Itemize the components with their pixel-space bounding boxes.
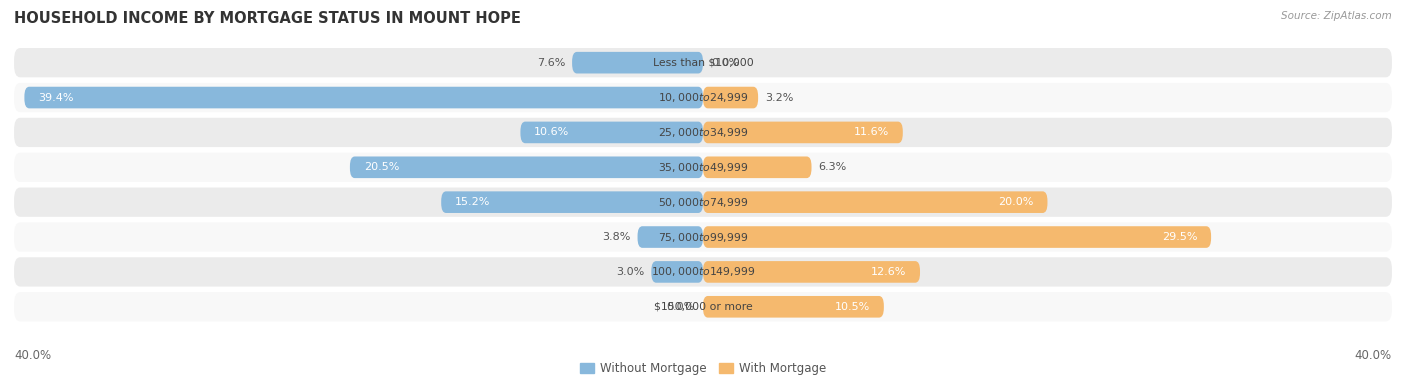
- Text: HOUSEHOLD INCOME BY MORTGAGE STATUS IN MOUNT HOPE: HOUSEHOLD INCOME BY MORTGAGE STATUS IN M…: [14, 11, 522, 26]
- Text: 20.5%: 20.5%: [364, 162, 399, 172]
- FancyBboxPatch shape: [24, 87, 703, 108]
- Text: 3.0%: 3.0%: [616, 267, 644, 277]
- Text: $35,000 to $49,999: $35,000 to $49,999: [658, 161, 748, 174]
- FancyBboxPatch shape: [703, 122, 903, 143]
- Legend: Without Mortgage, With Mortgage: Without Mortgage, With Mortgage: [575, 357, 831, 377]
- Text: 3.8%: 3.8%: [602, 232, 631, 242]
- Text: $75,000 to $99,999: $75,000 to $99,999: [658, 231, 748, 244]
- FancyBboxPatch shape: [14, 222, 1392, 252]
- FancyBboxPatch shape: [572, 52, 703, 74]
- Text: 29.5%: 29.5%: [1161, 232, 1198, 242]
- FancyBboxPatch shape: [14, 153, 1392, 182]
- FancyBboxPatch shape: [703, 296, 884, 317]
- FancyBboxPatch shape: [651, 261, 703, 283]
- Text: 11.6%: 11.6%: [853, 127, 889, 138]
- Text: Less than $10,000: Less than $10,000: [652, 58, 754, 68]
- Text: Source: ZipAtlas.com: Source: ZipAtlas.com: [1281, 11, 1392, 21]
- FancyBboxPatch shape: [703, 87, 758, 108]
- Text: $25,000 to $34,999: $25,000 to $34,999: [658, 126, 748, 139]
- FancyBboxPatch shape: [637, 226, 703, 248]
- Text: $150,000 or more: $150,000 or more: [654, 302, 752, 312]
- FancyBboxPatch shape: [703, 261, 920, 283]
- Text: 15.2%: 15.2%: [456, 197, 491, 207]
- Text: 6.3%: 6.3%: [818, 162, 846, 172]
- Text: 39.4%: 39.4%: [38, 92, 73, 103]
- FancyBboxPatch shape: [14, 292, 1392, 322]
- FancyBboxPatch shape: [14, 48, 1392, 77]
- Text: 20.0%: 20.0%: [998, 197, 1033, 207]
- Text: 0.0%: 0.0%: [711, 58, 740, 68]
- Text: 10.6%: 10.6%: [534, 127, 569, 138]
- FancyBboxPatch shape: [14, 257, 1392, 287]
- FancyBboxPatch shape: [14, 118, 1392, 147]
- Text: 0.0%: 0.0%: [666, 302, 695, 312]
- FancyBboxPatch shape: [14, 83, 1392, 112]
- FancyBboxPatch shape: [14, 187, 1392, 217]
- Text: $50,000 to $74,999: $50,000 to $74,999: [658, 196, 748, 208]
- FancyBboxPatch shape: [441, 192, 703, 213]
- Text: 10.5%: 10.5%: [835, 302, 870, 312]
- Text: 40.0%: 40.0%: [1355, 349, 1392, 362]
- Text: 7.6%: 7.6%: [537, 58, 565, 68]
- FancyBboxPatch shape: [350, 156, 703, 178]
- FancyBboxPatch shape: [703, 226, 1211, 248]
- FancyBboxPatch shape: [520, 122, 703, 143]
- FancyBboxPatch shape: [703, 192, 1047, 213]
- Text: $10,000 to $24,999: $10,000 to $24,999: [658, 91, 748, 104]
- FancyBboxPatch shape: [703, 156, 811, 178]
- Text: 12.6%: 12.6%: [870, 267, 907, 277]
- Text: 3.2%: 3.2%: [765, 92, 793, 103]
- Text: $100,000 to $149,999: $100,000 to $149,999: [651, 265, 755, 278]
- Text: 40.0%: 40.0%: [14, 349, 51, 362]
